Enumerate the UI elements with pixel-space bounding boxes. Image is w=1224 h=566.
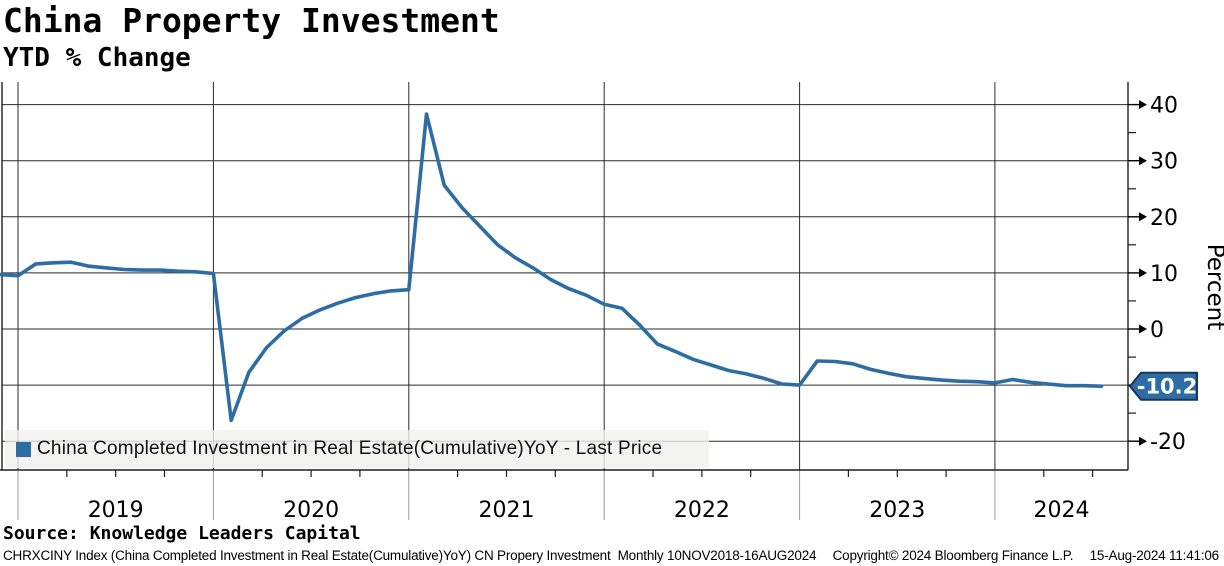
year-label: 2021 <box>479 498 535 523</box>
footer-timestamp: 15-Aug-2024 11:41:06 <box>1089 548 1220 563</box>
y-tick-label: 20 <box>1150 206 1178 231</box>
y-tick-label: -20 <box>1150 430 1186 455</box>
year-label: 2020 <box>283 498 339 523</box>
footer-copyright: Copyright© 2024 Bloomberg Finance L.P. <box>832 548 1074 563</box>
legend-swatch-icon <box>16 441 31 457</box>
chart-legend: China Completed Investment in Real Estat… <box>5 430 709 468</box>
year-label: 2023 <box>869 498 925 523</box>
y-tick-arrow-icon <box>1139 100 1147 110</box>
y-tick-label: 10 <box>1150 262 1178 287</box>
last-price-flag <box>1128 371 1198 401</box>
y-tick-label: 0 <box>1150 318 1164 343</box>
year-label: 2022 <box>674 498 730 523</box>
footer: CHRXCINY Index (China Completed Investme… <box>3 548 1219 564</box>
year-label: 2024 <box>1034 498 1090 523</box>
y-axis-title: Percent <box>1202 244 1224 331</box>
y-tick-arrow-icon <box>1139 268 1147 278</box>
legend-label: China Completed Investment in Real Estat… <box>37 438 663 459</box>
y-tick-arrow-icon <box>1139 156 1147 166</box>
source-line: Source: Knowledge Leaders Capital <box>3 523 361 544</box>
page-title: China Property Investment <box>3 1 500 40</box>
y-tick-arrow-icon <box>1139 436 1147 446</box>
y-tick-arrow-icon <box>1139 212 1147 222</box>
y-tick-arrow-icon <box>1139 324 1147 334</box>
page-subtitle: YTD % Change <box>3 43 191 73</box>
year-label: 2019 <box>88 498 144 523</box>
y-tick-label: 40 <box>1150 94 1178 119</box>
y-tick-label: 30 <box>1150 150 1178 175</box>
series-line <box>0 112 1104 423</box>
footer-index-description: CHRXCINY Index (China Completed Investme… <box>3 548 817 563</box>
last-price-label: -10.2 <box>1137 375 1198 399</box>
